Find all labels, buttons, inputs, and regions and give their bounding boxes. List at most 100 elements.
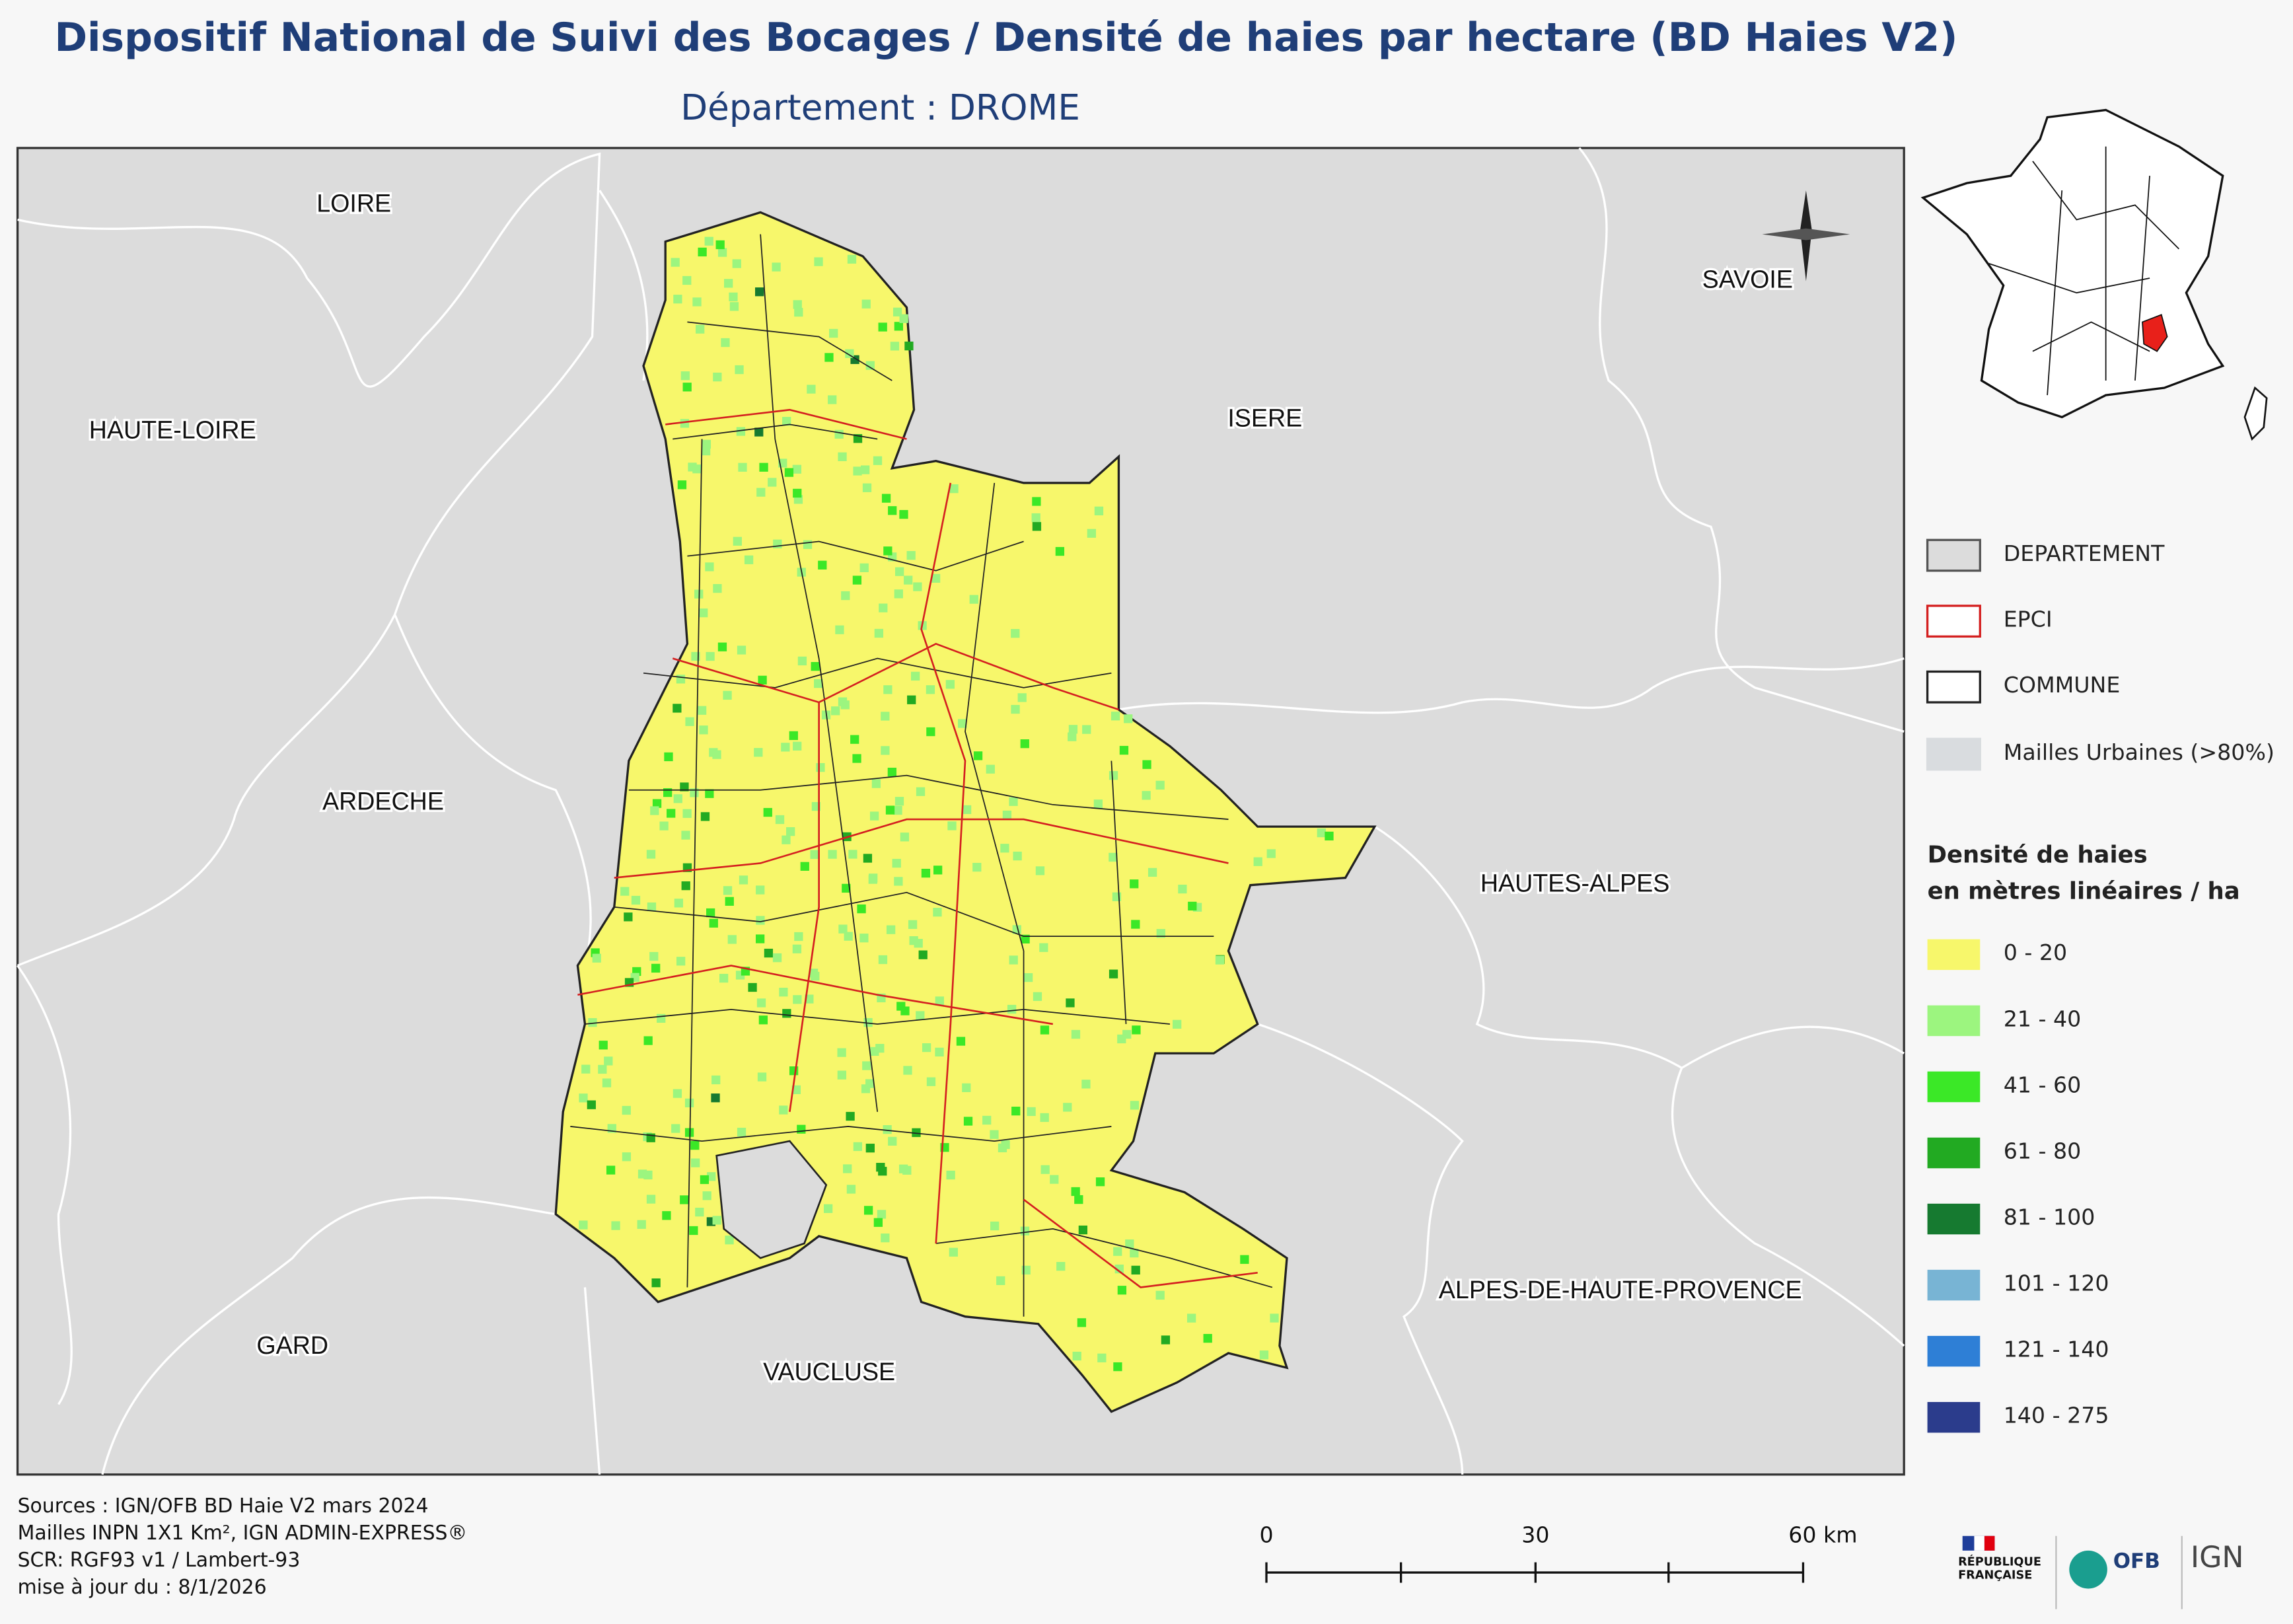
density-cell [700,1175,710,1185]
density-cell [620,887,630,896]
density-cell [913,582,922,591]
density-cell [692,297,702,307]
density-cell [894,589,903,599]
logo-text: IGN [2191,1541,2243,1574]
density-cell [973,751,983,760]
density-cell [581,1064,591,1074]
density-cell [912,1128,921,1137]
density-cell [779,1105,788,1115]
density-cell [823,1204,833,1213]
density-cell [1056,1262,1066,1271]
density-cell [1124,714,1133,723]
density-cell [921,868,931,878]
density-cell [700,812,710,821]
density-cell [756,934,765,943]
density-cell [733,536,742,546]
density-cell [1325,831,1334,841]
density-cell [772,262,781,272]
density-cell [1074,1195,1083,1204]
density-cell [1072,1351,1081,1361]
density-cell [680,1195,689,1204]
density-cell [1130,1248,1139,1258]
density-cell [865,1079,875,1088]
density-cell [631,895,641,905]
density-cell [900,832,910,842]
density-cell [861,299,871,309]
density-cell [904,575,913,585]
density-cell [1013,852,1022,861]
density-cell [676,957,686,966]
legend-swatch [1927,1071,1981,1103]
density-cell [1039,943,1048,952]
density-cell [1020,1226,1030,1236]
density-cell [883,1125,892,1134]
density-cell [698,247,707,257]
density-cell [894,322,904,331]
density-cell [949,484,959,494]
density-cell [643,1170,653,1180]
density-cell [931,573,941,583]
density-cell [756,916,765,925]
density-cell [946,1170,955,1180]
density-cell [828,395,837,404]
density-cell [676,675,686,684]
legend-label: 41 - 60 [2004,1072,2082,1097]
density-cell [829,328,838,338]
density-cell [873,1218,883,1227]
density-cell [784,468,794,477]
ofb-logo [2069,1550,2107,1589]
density-cell [1132,1025,1141,1035]
density-cell [643,1036,653,1045]
density-cell [754,427,764,437]
density-cell [1161,1335,1171,1345]
density-cell [885,805,895,815]
density-cell [892,858,901,868]
density-cell [926,685,935,694]
density-cell [671,258,680,267]
flag [1984,1535,1995,1551]
density-cell [1000,844,1009,853]
density-cell [1259,1350,1269,1360]
department-label: LOIRE [316,189,391,217]
density-cell [828,850,837,859]
density-cell [1011,1107,1021,1116]
density-cell [876,1163,885,1172]
density-cell [818,560,827,570]
legend-label: EPCI [2004,607,2053,632]
density-cell [838,452,847,461]
density-cell [1027,1107,1036,1117]
density-cell [814,679,823,688]
legend-swatch [1926,670,1981,704]
density-cell [1117,1286,1127,1295]
density-cell [1078,1225,1088,1235]
legend-label: Mailles Urbaines (>80%) [2004,739,2275,765]
density-cell [824,353,834,362]
density-cell [852,754,861,763]
hedge-density-cells [579,237,1334,1372]
density-cell [899,509,908,519]
density-cell [904,342,914,351]
sources: Sources : IGN/OFB BD Haie V2 mars 2024 Ma… [18,1495,468,1599]
density-cell [883,546,892,556]
density-cell [888,1136,897,1146]
density-cell [903,1066,912,1075]
legend-swatch [1927,1203,1981,1235]
density-cell [793,300,802,309]
density-cell [881,1233,890,1243]
density-cell [738,462,747,472]
density-cell [737,1127,746,1137]
density-cell [1040,1025,1050,1035]
density-cell [775,815,785,825]
density-cell [894,797,904,806]
density-cell [874,628,884,638]
density-cell [1155,1290,1165,1300]
density-cell [1087,529,1097,538]
density-cell [962,1083,971,1092]
density-cell [878,322,887,332]
density-cell [759,462,768,472]
subtitle: Département : DROME [680,87,1080,128]
density-cell [758,675,767,685]
density-cell [667,809,676,818]
density-cell [690,1158,700,1167]
